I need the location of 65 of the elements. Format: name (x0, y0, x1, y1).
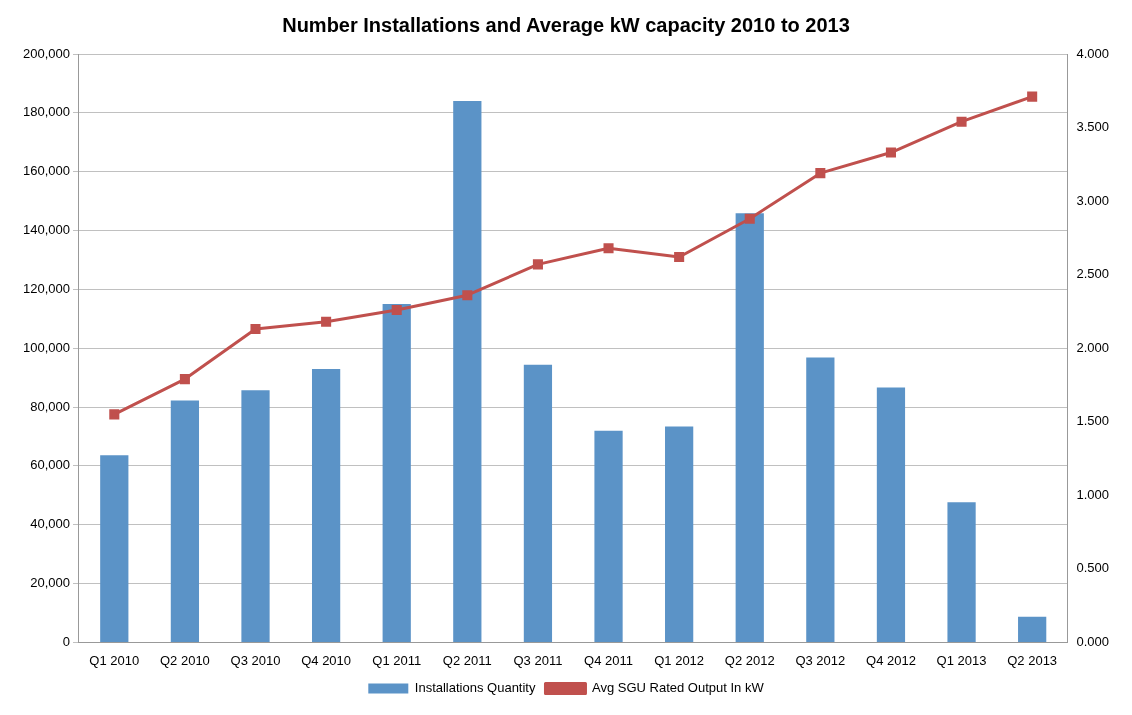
bar (453, 101, 482, 642)
y-tick-label: 100,000 (22, 339, 70, 355)
point (1027, 91, 1038, 102)
x-tick-label: Q1 2011 (372, 652, 422, 668)
y-tick-label: 20,000 (30, 575, 70, 591)
x-tick-label: Q3 2010 (230, 652, 281, 668)
x-tick-label: Q4 2010 (301, 652, 352, 668)
legend-label: Installations Quantity (414, 680, 536, 696)
point (603, 243, 614, 254)
point (885, 147, 896, 158)
y2-tick-label: 0.500 (1076, 560, 1110, 576)
y2-tick-label: 2.000 (1076, 339, 1110, 355)
bar (665, 426, 694, 642)
point (109, 409, 120, 420)
point (744, 213, 755, 224)
y2-tick-label: 1.000 (1076, 486, 1110, 502)
y2-tick-label: 3.500 (1076, 119, 1110, 135)
x-tick-label: Q2 2013 (1007, 652, 1058, 668)
bar (1018, 616, 1047, 642)
y-tick-label: 40,000 (30, 516, 70, 532)
x-tick-label: Q4 2011 (584, 652, 633, 668)
point (815, 168, 826, 179)
x-tick-label: Q1 2012 (654, 652, 705, 668)
bar (735, 213, 764, 642)
bar (594, 430, 623, 642)
x-tick-label: Q2 2011 (442, 652, 492, 668)
y2-tick-label: 1.500 (1076, 413, 1110, 429)
x-tick-label: Q1 2013 (936, 652, 987, 668)
bar (947, 502, 976, 642)
y-tick-label: 140,000 (22, 222, 70, 238)
point (391, 304, 402, 315)
point (674, 251, 685, 263)
x-tick-label: Q1 2010 (89, 652, 140, 668)
y2-tick-label: 0.000 (1076, 633, 1110, 649)
point (462, 290, 473, 301)
bar (311, 369, 341, 642)
y-tick-label: 60,000 (30, 457, 70, 473)
bar (382, 304, 411, 642)
x-tick-label: Q3 2011 (513, 652, 563, 668)
y-tick-label: 160,000 (22, 163, 70, 179)
y2-tick-label: 3.000 (1076, 192, 1110, 208)
chart-title: Number Installations and Average kW capacity 2010 to 2013 (282, 13, 850, 36)
point (532, 259, 543, 270)
y-tick-label: 0 (62, 633, 70, 649)
point (179, 374, 190, 385)
y-tick-label: 180,000 (22, 104, 70, 120)
bar (876, 387, 906, 642)
legend-label: Avg SGU Rated Output In kW (591, 680, 765, 696)
bar (806, 357, 835, 642)
x-tick-label: Q2 2012 (724, 652, 775, 668)
bar (523, 364, 553, 642)
x-tick-label: Q2 2010 (159, 652, 210, 668)
x-tick-label: Q3 2012 (795, 652, 846, 668)
y-tick-label: 120,000 (22, 280, 70, 296)
bar (100, 455, 129, 642)
x-tick-label: Q4 2012 (866, 652, 916, 668)
bar (170, 400, 200, 642)
point (250, 324, 261, 335)
point (321, 316, 332, 327)
y2-tick-label: 4.000 (1076, 45, 1110, 61)
y-tick-label: 200,000 (22, 45, 70, 61)
point (956, 116, 967, 127)
y2-tick-label: 2.500 (1076, 266, 1110, 282)
y-tick-label: 80,000 (30, 398, 70, 414)
bar (241, 390, 270, 642)
